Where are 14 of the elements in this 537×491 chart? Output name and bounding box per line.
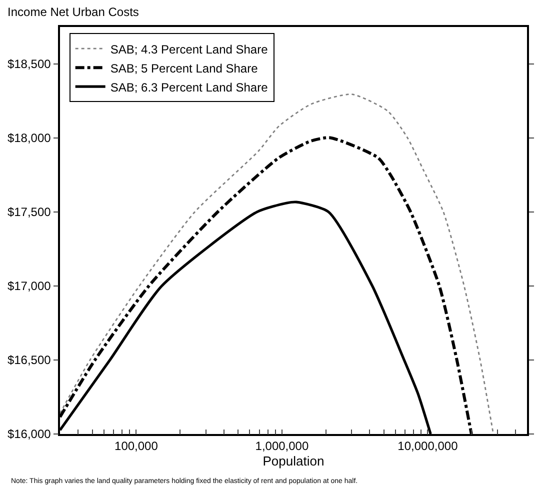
y-tick-label: $18,500	[7, 57, 52, 72]
y-tick-label: $17,500	[7, 205, 52, 220]
legend-label: SAB; 5 Percent Land Share	[110, 61, 258, 76]
legend-label: SAB; 6.3 Percent Land Share	[110, 80, 268, 94]
x-tick-label: 10,000,000	[398, 439, 458, 454]
x-axis-title: Population	[262, 453, 324, 468]
y-tick-label: $16,000	[7, 427, 52, 442]
x-tick-label: 100,000	[114, 439, 158, 454]
chart-title: Income Net Urban Costs	[8, 4, 139, 19]
y-tick-label: $18,000	[7, 131, 52, 146]
y-tick-label: $17,000	[7, 279, 52, 294]
y-tick-label: $16,500	[7, 353, 52, 368]
legend-label: SAB; 4.3 Percent Land Share	[110, 42, 268, 56]
x-tick-label: 1,000,000	[255, 439, 309, 454]
